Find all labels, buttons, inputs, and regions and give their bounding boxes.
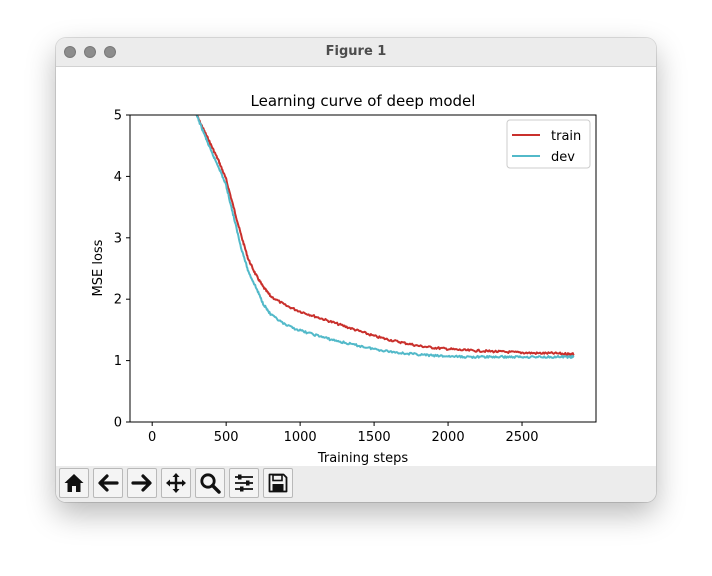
plot-area <box>195 115 575 359</box>
save-button[interactable] <box>263 468 293 498</box>
x-axis-label: Training steps <box>317 451 409 466</box>
x-tick-label: 1500 <box>358 430 391 445</box>
arrow-left-icon <box>98 474 119 492</box>
zoom-window-button[interactable] <box>104 46 116 58</box>
sliders-icon <box>235 474 253 492</box>
y-tick-label: 2 <box>114 293 122 308</box>
axis-ticks: 0 500 1000 1500 2000 2500 0 1 2 3 4 5 <box>114 109 539 446</box>
zoom-icon <box>200 473 221 494</box>
legend-label-train: train <box>551 129 581 144</box>
legend-box <box>506 119 591 169</box>
close-window-button[interactable] <box>64 46 76 58</box>
x-tick-label: 0 <box>148 430 156 445</box>
y-tick-label: 0 <box>114 416 122 431</box>
zoom-rect-button[interactable] <box>195 468 225 498</box>
x-tick-label: 1000 <box>284 430 317 445</box>
back-button[interactable] <box>93 468 123 498</box>
series-line-train <box>195 115 575 356</box>
home-button[interactable] <box>59 468 89 498</box>
y-tick-label: 5 <box>114 109 122 124</box>
series-line-dev <box>195 115 575 359</box>
navigation-toolbar <box>56 466 656 502</box>
minimize-window-button[interactable] <box>84 46 96 58</box>
y-tick-label: 1 <box>114 354 122 369</box>
y-tick-label: 4 <box>114 170 122 185</box>
window-title: Figure 1 <box>325 44 387 59</box>
axes-frame <box>129 114 597 423</box>
chart-title: Learning curve of deep model <box>251 92 476 110</box>
home-icon <box>64 474 84 492</box>
legend: train dev <box>506 119 591 169</box>
configure-subplots-button[interactable] <box>229 468 259 498</box>
move-icon <box>166 473 186 493</box>
forward-button[interactable] <box>127 468 157 498</box>
chart-svg[interactable]: Learning curve of deep model 0 500 1000 150… <box>56 67 656 466</box>
y-axis-label: MSE loss <box>91 239 106 296</box>
x-tick-label: 2000 <box>432 430 465 445</box>
x-tick-label: 2500 <box>505 430 538 445</box>
pan-button[interactable] <box>161 468 191 498</box>
figure-window: Figure 1 Learning curve of deep model 0 5… <box>56 38 656 502</box>
arrow-right-icon <box>131 474 152 492</box>
y-tick-label: 3 <box>114 231 122 246</box>
figure-canvas[interactable]: Learning curve of deep model 0 500 1000 150… <box>56 67 656 466</box>
title-bar[interactable]: Figure 1 <box>56 38 656 67</box>
save-icon <box>268 473 288 493</box>
x-tick-label: 500 <box>214 430 239 445</box>
legend-label-dev: dev <box>551 150 575 165</box>
